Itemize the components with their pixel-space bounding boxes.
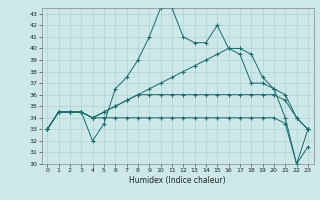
X-axis label: Humidex (Indice chaleur): Humidex (Indice chaleur) [129, 176, 226, 185]
